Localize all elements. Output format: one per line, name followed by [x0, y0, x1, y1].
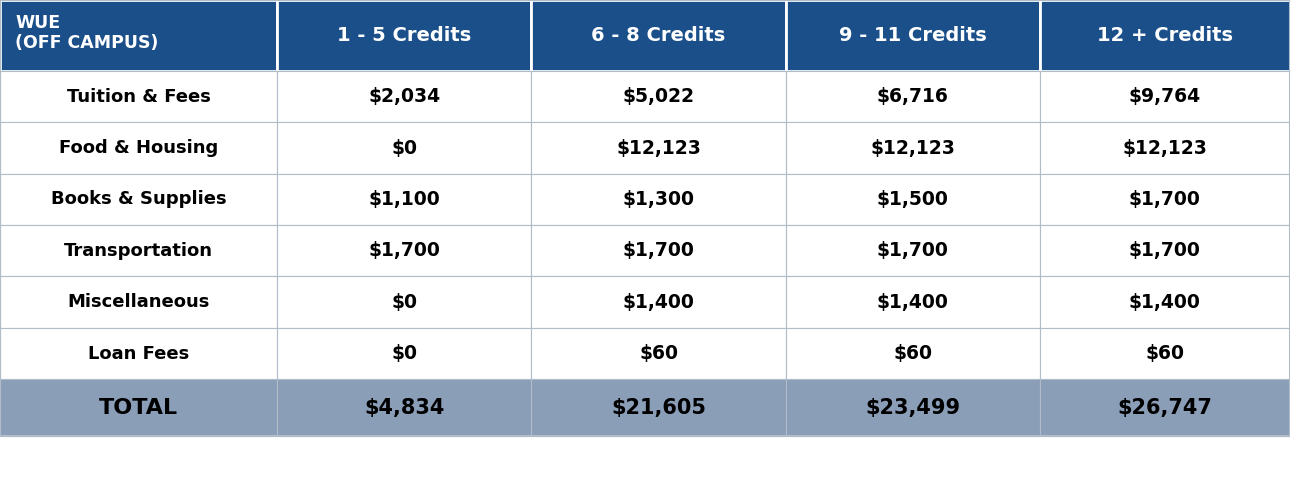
Text: Tuition & Fees: Tuition & Fees [67, 88, 210, 106]
Bar [531, 0, 786, 71]
Bar [531, 225, 786, 276]
Text: 9 - 11 Credits: 9 - 11 Credits [838, 26, 987, 45]
Text: $1,400: $1,400 [623, 293, 694, 312]
Text: $1,700: $1,700 [1129, 241, 1201, 260]
Bar [277, 276, 531, 328]
Bar [786, 276, 1040, 328]
Text: $1,100: $1,100 [369, 190, 440, 209]
Text: Books & Supplies: Books & Supplies [50, 191, 227, 208]
Text: $1,500: $1,500 [877, 190, 948, 209]
Text: $0: $0 [391, 344, 418, 363]
Bar [786, 379, 1040, 436]
Bar [1040, 0, 1290, 71]
Bar [786, 174, 1040, 225]
Bar [531, 276, 786, 328]
Bar [1040, 71, 1290, 122]
Bar [531, 328, 786, 379]
Bar [0, 71, 277, 122]
Text: TOTAL: TOTAL [99, 397, 178, 418]
Bar [1040, 328, 1290, 379]
Text: Food & Housing: Food & Housing [59, 139, 218, 157]
Text: $6,716: $6,716 [877, 87, 948, 106]
Bar [0, 328, 277, 379]
Text: 6 - 8 Credits: 6 - 8 Credits [591, 26, 726, 45]
Bar [277, 122, 531, 174]
Text: Miscellaneous: Miscellaneous [67, 293, 210, 311]
Text: $1,700: $1,700 [1129, 190, 1201, 209]
Bar [531, 174, 786, 225]
Text: $12,123: $12,123 [1122, 139, 1207, 157]
Bar [786, 0, 1040, 71]
Text: $1,700: $1,700 [623, 241, 694, 260]
Text: WUE
(OFF CAMPUS): WUE (OFF CAMPUS) [15, 14, 159, 52]
Bar [0, 379, 277, 436]
Text: $1,700: $1,700 [369, 241, 440, 260]
Bar [277, 225, 531, 276]
Text: $4,834: $4,834 [364, 397, 445, 418]
Text: $23,499: $23,499 [866, 397, 960, 418]
Bar [786, 328, 1040, 379]
Bar [531, 71, 786, 122]
Bar [277, 0, 531, 71]
Bar [0, 174, 277, 225]
Text: Loan Fees: Loan Fees [88, 345, 190, 362]
Text: $26,747: $26,747 [1117, 397, 1213, 418]
Text: $12,123: $12,123 [617, 139, 700, 157]
Text: $2,034: $2,034 [369, 87, 440, 106]
Bar [786, 225, 1040, 276]
Bar [277, 71, 531, 122]
Text: $9,764: $9,764 [1129, 87, 1201, 106]
Text: $12,123: $12,123 [871, 139, 955, 157]
Bar [531, 122, 786, 174]
Bar [1040, 379, 1290, 436]
Bar [1040, 225, 1290, 276]
Bar [277, 328, 531, 379]
Bar [786, 71, 1040, 122]
Bar [0, 276, 277, 328]
Text: $1,700: $1,700 [877, 241, 948, 260]
Text: $60: $60 [1146, 344, 1184, 363]
Text: $1,400: $1,400 [1129, 293, 1201, 312]
Text: $60: $60 [893, 344, 933, 363]
Text: $60: $60 [639, 344, 679, 363]
Text: $21,605: $21,605 [611, 397, 706, 418]
Text: $0: $0 [391, 293, 418, 312]
Bar [0, 0, 277, 71]
Bar [277, 174, 531, 225]
Text: $1,400: $1,400 [877, 293, 948, 312]
Bar [0, 122, 277, 174]
Bar [786, 122, 1040, 174]
Bar [531, 379, 786, 436]
Bar [0, 225, 277, 276]
Bar [277, 379, 531, 436]
Text: 12 + Credits: 12 + Credits [1096, 26, 1233, 45]
Bar [1040, 276, 1290, 328]
Text: Transportation: Transportation [64, 242, 213, 260]
Text: $1,300: $1,300 [623, 190, 694, 209]
Text: 1 - 5 Credits: 1 - 5 Credits [337, 26, 472, 45]
Text: $0: $0 [391, 139, 418, 157]
Bar [1040, 122, 1290, 174]
Bar [1040, 174, 1290, 225]
Text: $5,022: $5,022 [623, 87, 694, 106]
